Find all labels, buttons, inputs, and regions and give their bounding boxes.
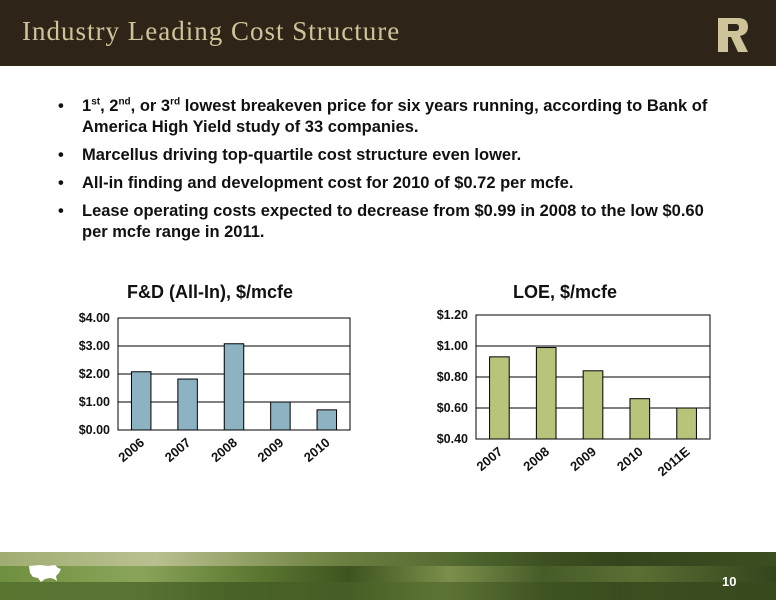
y-tick-label: $0.00	[79, 423, 110, 437]
loe-chart-plot: $0.40 $0.60 $0.80 $1.00 $1.20 2007 2008 2009 201…	[437, 308, 711, 479]
range-logo-icon	[718, 18, 748, 52]
x-tick-label: 2009	[255, 435, 287, 465]
bar	[582, 370, 604, 440]
bar	[316, 409, 338, 431]
usa-map-icon	[29, 565, 61, 582]
bullet-item: • All-in finding and development cost for…	[54, 173, 714, 194]
fd-chart-title: F&D (All-In), $/mcfe	[126, 282, 293, 302]
y-tick-label: $0.40	[437, 432, 468, 446]
loe-chart-title: LOE, $/mcfe	[512, 282, 618, 302]
bullet-text: , or 3	[130, 97, 171, 115]
bar	[270, 401, 291, 431]
x-tick-label: 2010	[614, 444, 646, 474]
bullet-item: • Marcellus driving top-quartile cost str…	[54, 145, 714, 166]
x-tick-label: 2008	[208, 435, 240, 465]
footer-band-bottom	[0, 582, 776, 600]
y-tick-label: $0.80	[437, 370, 468, 384]
bullet-marker: •	[58, 97, 64, 115]
bar	[676, 407, 697, 440]
footer-landscape	[0, 552, 776, 600]
bar	[223, 343, 245, 431]
y-tick-label: $0.60	[437, 401, 468, 415]
bar	[535, 347, 557, 440]
bar	[130, 371, 152, 431]
y-tick-label: $3.00	[79, 339, 110, 353]
bullet-text: , 2	[100, 97, 119, 115]
y-tick-label: $1.20	[437, 308, 468, 322]
fd-chart: F&D (All-In), $/mcfe $0.00 $1.00 $2.00 $3.0…	[60, 278, 360, 508]
bullet-item: • Lease operating costs expected to decre…	[54, 201, 714, 243]
bullet-text: All-in finding and development cost for …	[82, 174, 574, 192]
bullet-text: rd	[170, 96, 181, 108]
y-tick-label: $4.00	[79, 311, 110, 325]
bullet-text: Marcellus driving top-quartile cost stru…	[82, 146, 522, 164]
x-tick-label: 2006	[115, 435, 147, 465]
footer-band-top	[0, 552, 776, 566]
bar	[629, 398, 651, 440]
fd-chart-plot: $0.00 $1.00 $2.00 $3.00 $4.00 2006 2007 2008 200…	[79, 311, 351, 465]
bullet-text: lowest breakeven price for six years run…	[82, 97, 708, 136]
bullet-list: • 1st, 2nd, or 3rd lowest breakeven price…	[54, 96, 714, 250]
bullet-item: • 1st, 2nd, or 3rd lowest breakeven price…	[54, 96, 714, 138]
bullet-text: 1	[82, 97, 92, 115]
x-tick-label: 2008	[520, 444, 552, 474]
bullet-marker: •	[58, 202, 64, 220]
x-tick-label: 2009	[567, 444, 599, 474]
y-tick-label: $1.00	[437, 339, 468, 353]
loe-chart: LOE, $/mcfe $0.40 $0.60 $0.80 $1.00 $1.20 200…	[410, 278, 720, 518]
slide-header: Industry Leading Cost Structure	[0, 0, 776, 66]
x-tick-label: 2011E	[655, 444, 693, 479]
bar	[489, 356, 510, 440]
bullet-text: st	[91, 96, 101, 108]
y-tick-label: $1.00	[79, 395, 110, 409]
x-tick-label: 2007	[474, 444, 506, 474]
x-tick-label: 2010	[301, 435, 333, 465]
bullet-marker: •	[58, 174, 64, 192]
y-tick-label: $2.00	[79, 367, 110, 381]
page-number: 10	[722, 574, 737, 589]
bullet-text: nd	[118, 96, 131, 108]
x-tick-label: 2007	[162, 435, 194, 465]
bullet-marker: •	[58, 146, 64, 164]
slide-title: Industry Leading Cost Structure	[22, 16, 401, 46]
bar	[177, 378, 198, 431]
bullet-text: Lease operating costs expected to decrea…	[82, 202, 704, 241]
